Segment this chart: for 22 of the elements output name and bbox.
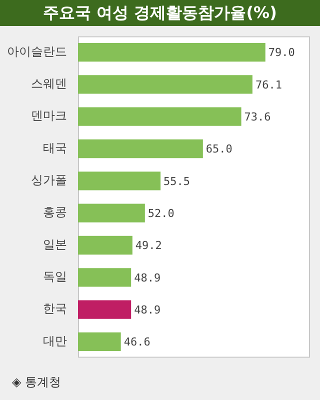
y-tick-label: 스웨덴	[31, 76, 67, 91]
data-label: 79.0	[268, 46, 295, 60]
y-tick-label: 홍콩	[43, 205, 67, 220]
y-tick-label: 일본	[43, 237, 67, 252]
y-tick-label: 싱가폴	[31, 173, 67, 188]
data-label: 55.5	[164, 174, 190, 188]
data-label: 46.6	[124, 336, 150, 349]
data-label: 76.1	[255, 78, 282, 92]
y-tick-label: 아이슬란드	[7, 44, 67, 58]
y-tick-label: 덴마크	[31, 108, 67, 123]
data-label: 52.0	[148, 206, 174, 220]
data-label: 48.9	[134, 303, 161, 316]
y-tick-label: 태국	[43, 140, 67, 155]
y-tick-label: 한국	[43, 302, 67, 316]
data-label: 49.2	[135, 239, 162, 252]
data-label: 65.0	[206, 142, 232, 156]
y-tick-label: 대만	[43, 334, 67, 348]
text: ◈ 통계청	[11, 374, 62, 391]
data-label: 48.9	[134, 271, 161, 284]
chart-title: 주요국 여성 경제활동참가율(%)	[0, 0, 320, 26]
data-label: 73.6	[244, 110, 271, 124]
y-tick-label: 독일	[43, 270, 67, 284]
